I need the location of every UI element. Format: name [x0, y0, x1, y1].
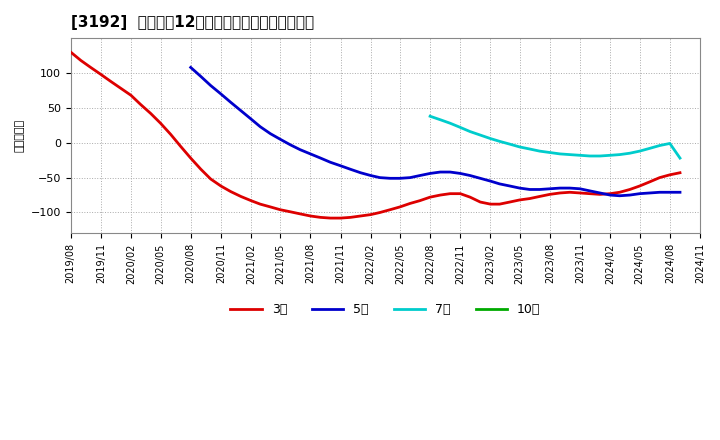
Y-axis label: （百万円）: （百万円） [15, 119, 25, 152]
Legend: 3年, 5年, 7年, 10年: 3年, 5年, 7年, 10年 [225, 298, 545, 321]
Text: [3192]  経常利益12か月移動合計の平均値の推移: [3192] 経常利益12か月移動合計の平均値の推移 [71, 15, 314, 30]
